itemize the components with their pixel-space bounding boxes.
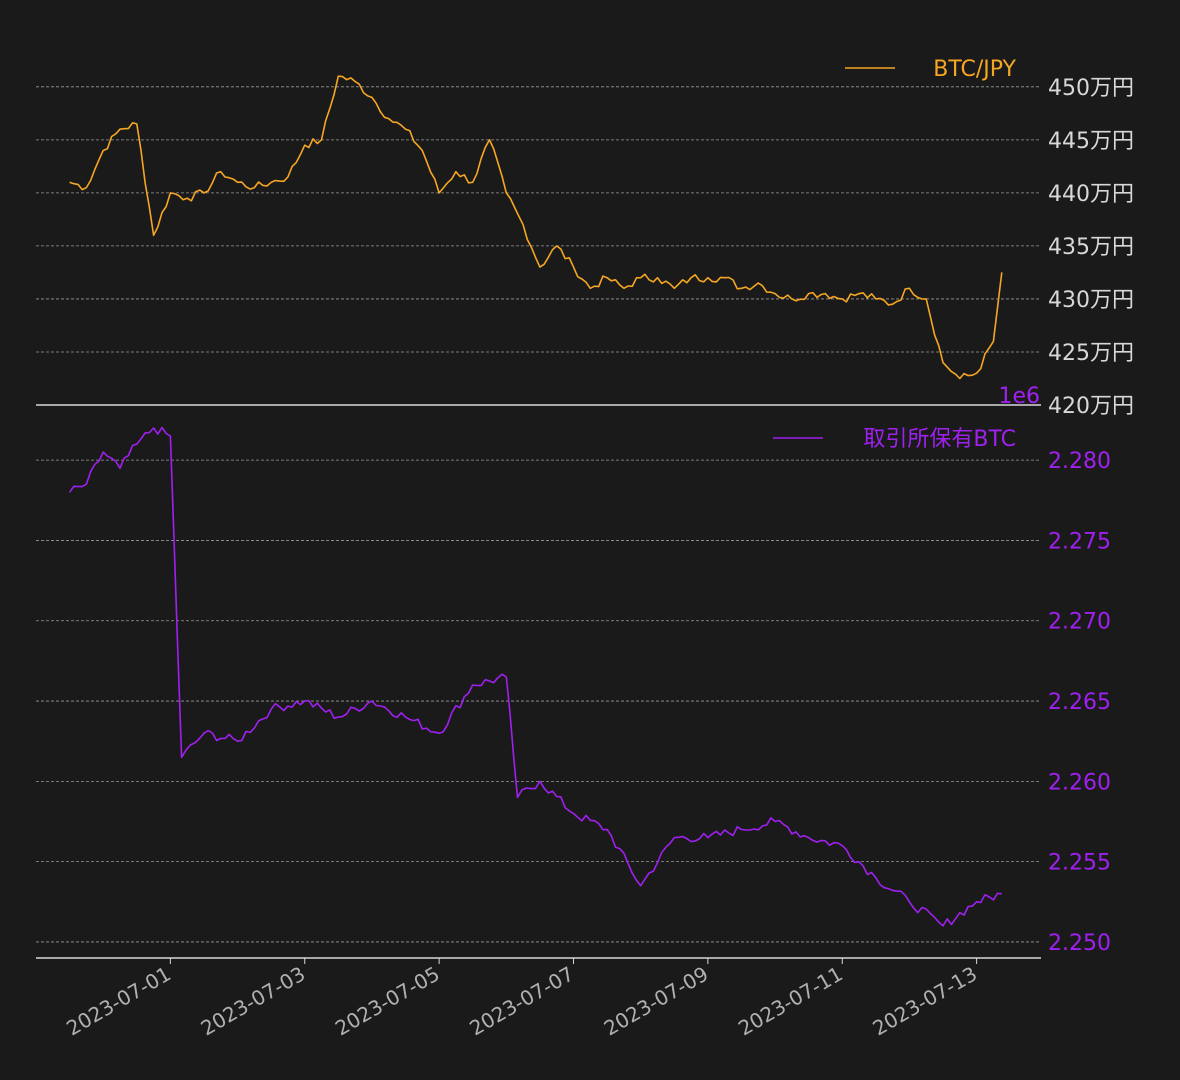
price-y-tick-label: 430万円 — [1048, 288, 1134, 313]
price-y-tick-label: 440万円 — [1048, 182, 1134, 207]
holdings-y-tick-label: 2.260 — [1048, 770, 1111, 795]
holdings-y-ticks: 2.250 2.255 2.260 2.265 2.270 2.275 2.280 — [1048, 449, 1111, 956]
series-line-exchange-btc — [68, 426, 1002, 927]
holdings-legend: 取引所保有BTC — [773, 427, 1016, 452]
price-y-tick-label: 445万円 — [1048, 129, 1134, 154]
holdings-y-tick-label: 2.270 — [1048, 610, 1111, 635]
holdings-y-tick-label: 2.250 — [1048, 931, 1111, 956]
holdings-gridlines — [36, 459, 1041, 943]
holdings-y-tick-label: 2.265 — [1048, 690, 1111, 715]
price-y-tick-label: 450万円 — [1048, 76, 1134, 101]
holdings-panel: 2.250 2.255 2.260 2.265 2.270 2.275 2.280 取引所保… — [36, 426, 1111, 959]
holdings-y-tick-label: 2.280 — [1048, 449, 1111, 474]
holdings-y-tick-label: 2.275 — [1048, 529, 1111, 554]
price-y-ticks: 420万円 425万円 430万円 435万円 440万円 445万円 450万円 — [1048, 76, 1134, 419]
price-y-tick-label: 420万円 — [1048, 394, 1134, 419]
legend-label-btc-jpy: BTC/JPY — [933, 57, 1016, 82]
price-legend: BTC/JPY — [845, 57, 1017, 82]
price-y-tick-label: 435万円 — [1048, 235, 1134, 260]
series-line-btc-jpy — [69, 75, 1003, 380]
legend-label-exchange-btc: 取引所保有BTC — [863, 427, 1016, 452]
holdings-y-tick-label: 2.255 — [1048, 851, 1111, 876]
price-panel: 420万円 425万円 430万円 435万円 440万円 445万円 450万円 BTC/… — [36, 57, 1134, 419]
price-y-tick-label: 425万円 — [1048, 341, 1134, 366]
